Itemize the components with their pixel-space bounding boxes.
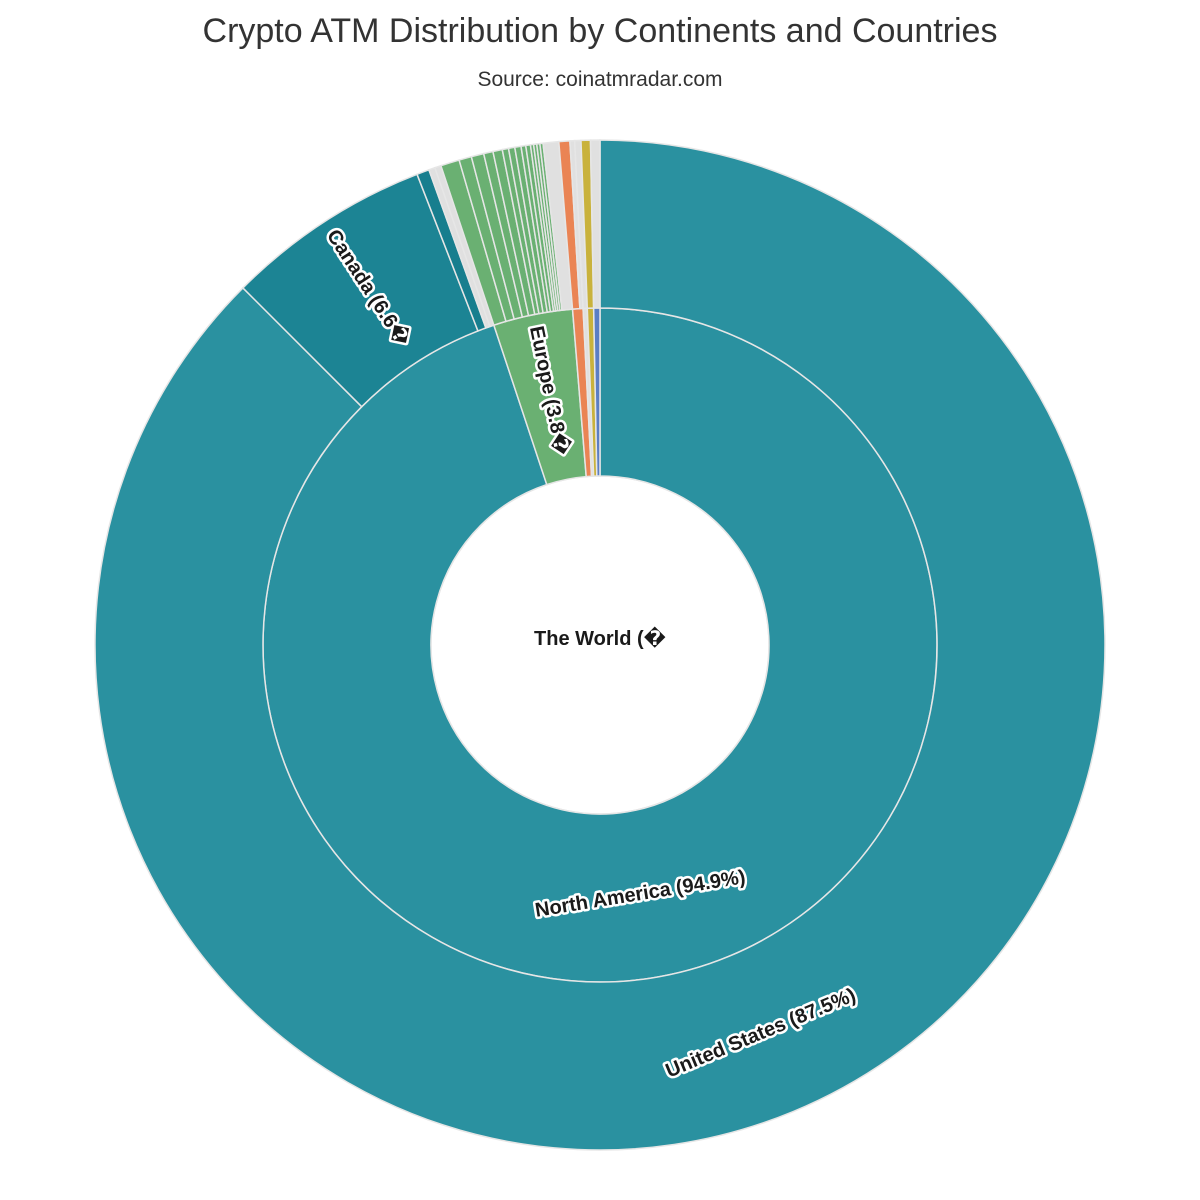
chart-subtitle: Source: coinatmradar.com [477,68,723,91]
country-slice-united-states[interactable] [94,139,1106,1151]
chart-title: Crypto ATM Distribution by Continents an… [202,12,998,50]
continent-ring [262,307,938,983]
country-ring [94,139,1106,1151]
country-slice-c6-1[interactable] [589,139,601,309]
root-label: The World (� [534,626,666,650]
